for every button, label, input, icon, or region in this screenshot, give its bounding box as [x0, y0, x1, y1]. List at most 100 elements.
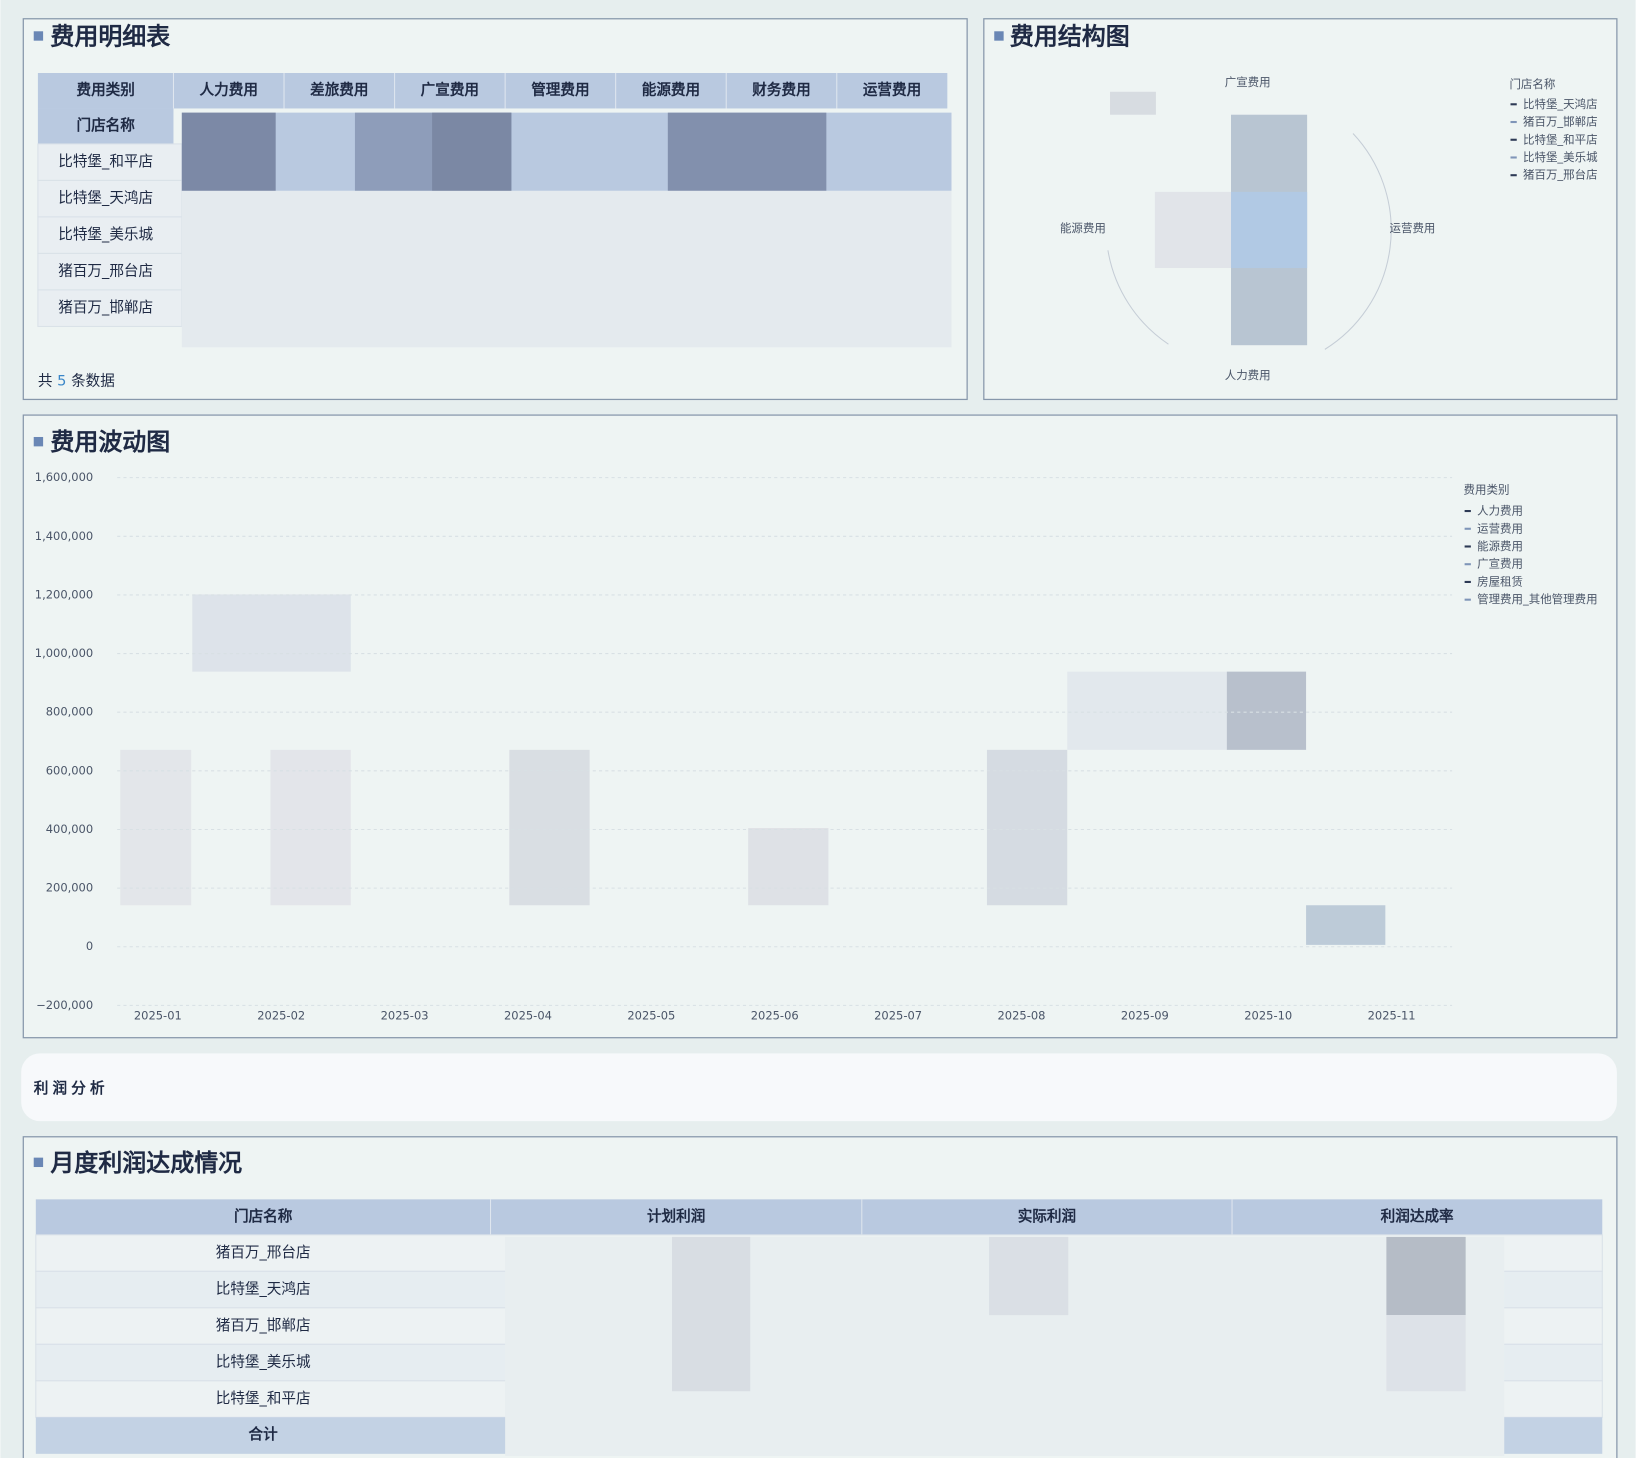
footer-text: 条数据 — [71, 373, 115, 390]
footer-text: 共 — [38, 373, 53, 390]
header-cell: 计划利润 — [647, 1207, 705, 1225]
blur — [1067, 671, 1227, 750]
x-tick-label: 2025-02 — [257, 1008, 305, 1022]
footer-count: 5 — [57, 373, 66, 390]
row-cell — [37, 216, 183, 254]
mosaic — [505, 1236, 1505, 1456]
header-row — [37, 73, 948, 109]
x-tick-label: 2025-06 — [751, 1008, 799, 1022]
icon — [33, 1157, 44, 1168]
y-tick-label: 800,000 — [46, 705, 93, 719]
blur — [986, 749, 1068, 906]
legend-label: 比特堡_美乐城 — [1523, 150, 1598, 164]
header-cell: 人力费用 — [200, 81, 258, 99]
panel-title: 费用明细表 — [50, 23, 170, 51]
y-tick-label: 400,000 — [46, 822, 93, 836]
blur — [1306, 905, 1386, 945]
radar-axis: 人力费用 — [1225, 368, 1271, 382]
legend-label: 人力费用 — [1477, 504, 1523, 518]
header-cell: 费用类别 — [76, 81, 134, 99]
legend-label: 猪百万_邯郸店 — [1523, 115, 1598, 129]
legend-label: 管理费用_其他管理费用 — [1477, 592, 1597, 606]
blur — [432, 112, 512, 191]
legend-label: 运营费用 — [1477, 521, 1523, 535]
blur — [181, 190, 952, 348]
header-cell: 管理费用 — [531, 81, 589, 99]
panel-title: 费用波动图 — [50, 428, 170, 456]
x-tick-label: 2025-08 — [998, 1008, 1046, 1022]
legend-label: 比特堡_天鸿店 — [1523, 97, 1598, 111]
row-header-text: 门店名称 — [76, 116, 135, 134]
blur — [748, 828, 829, 906]
row-label: 猪百万_邯郸店 — [58, 299, 153, 316]
row-label: 猪百万_邢台店 — [58, 263, 153, 280]
radar-axis: 能源费用 — [1060, 221, 1106, 235]
icon — [33, 31, 44, 41]
row-label: 比特堡_天鸿店 — [58, 190, 153, 207]
x-tick-label: 2025-01 — [134, 1008, 182, 1022]
row-header — [37, 108, 174, 144]
blur — [1386, 1315, 1466, 1392]
blur — [1230, 191, 1308, 269]
legend-label: 广宣费用 — [1477, 557, 1523, 571]
legend-label: 房屋租赁 — [1477, 574, 1523, 588]
row-label: 比特堡_美乐城 — [216, 1354, 311, 1371]
header-cell: 差旅费用 — [310, 81, 368, 99]
legend-title: 费用类别 — [1464, 483, 1510, 497]
blur — [1226, 671, 1307, 750]
header-cell: 广宣费用 — [421, 81, 479, 99]
blur — [181, 112, 276, 191]
blur — [120, 749, 192, 906]
icon — [994, 31, 1004, 41]
blur — [1386, 1236, 1466, 1316]
line-chart: −200,000 0 200,000 400,000 600,000 800,000 1,0… — [35, 470, 1453, 1022]
header-cell: 实际利润 — [1018, 1207, 1076, 1225]
x-tick-label: 2025-03 — [381, 1008, 429, 1022]
y-tick-label: 600,000 — [46, 763, 93, 777]
total-label: 合计 — [248, 1425, 279, 1443]
legend-label: 猪百万_邢台店 — [1523, 168, 1598, 182]
blur — [181, 112, 952, 191]
radar-arc — [1107, 133, 1392, 350]
y-tick-label: 200,000 — [46, 881, 93, 895]
row-label: 比特堡_和平店 — [58, 153, 153, 170]
y-tick-label: 1,400,000 — [35, 529, 93, 543]
row-label: 比特堡_和平店 — [216, 1390, 311, 1407]
row-label: 比特堡_天鸿店 — [216, 1281, 311, 1298]
section-band — [21, 1053, 1617, 1122]
x-tick-label: 2025-10 — [1244, 1008, 1292, 1022]
blur — [671, 1236, 751, 1392]
mosaic — [1110, 91, 1308, 346]
blur — [1154, 191, 1231, 269]
y-tick-label: 1,200,000 — [35, 587, 93, 601]
legend-title: 门店名称 — [1509, 77, 1555, 91]
x-tick-label: 2025-09 — [1121, 1008, 1169, 1022]
blur — [509, 749, 590, 906]
x-tick-label: 2025-05 — [627, 1008, 675, 1022]
blur — [270, 749, 351, 906]
y-tick-label: −200,000 — [36, 998, 93, 1012]
header-cell: 利润达成率 — [1381, 1207, 1454, 1225]
x-tick-label: 2025-07 — [874, 1008, 922, 1022]
panel-title: 费用结构图 — [1010, 23, 1130, 51]
header-cell: 运营费用 — [863, 81, 921, 99]
section-title: 利润分析 — [34, 1079, 109, 1097]
header-cell: 财务费用 — [752, 81, 810, 99]
expense-table: 费用类别 人力费用 差旅费用 广宣费用 管理费用 能源费用 财务费用 运营费用门店名称比特堡_… — [37, 73, 948, 327]
y-tick-label: 1,000,000 — [35, 646, 93, 660]
header-row — [35, 1199, 1603, 1235]
row-label: 猪百万_邯郸店 — [216, 1317, 311, 1334]
x-tick-label: 2025-11 — [1368, 1008, 1416, 1022]
radar-axis: 广宣费用 — [1225, 75, 1271, 89]
legend-label: 能源费用 — [1477, 539, 1523, 553]
y-tick-label: 1,600,000 — [35, 470, 93, 484]
blur — [667, 112, 827, 191]
panel-title: 月度利润达成情况 — [49, 1149, 242, 1177]
blur — [1110, 91, 1156, 115]
row-label: 比特堡_美乐城 — [58, 226, 153, 243]
y-tick-label: 0 — [86, 939, 93, 953]
mosaic — [120, 594, 1386, 945]
